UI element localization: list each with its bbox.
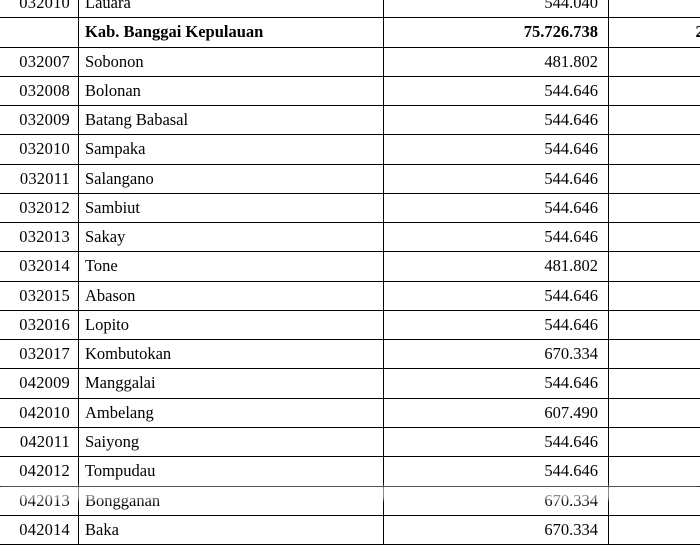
cell-value: 544.646: [384, 76, 609, 105]
table-body: 032010 Lauara 544.040 Kab. Banggai Kepul…: [0, 0, 700, 545]
header-tail: 26: [609, 18, 700, 47]
cell-name: Bolonan: [79, 76, 384, 105]
cell-name: Tompudau: [79, 457, 384, 486]
cell-name: Sobonon: [79, 47, 384, 76]
cell-name: Sakay: [79, 223, 384, 252]
cell-name: Batang Babasal: [79, 106, 384, 135]
cell-tail: [609, 223, 700, 252]
table-row: 032014Tone481.802: [0, 252, 700, 281]
cell-value: 544.646: [384, 310, 609, 339]
cell-name: Kombutokan: [79, 340, 384, 369]
cell-name: Sambiut: [79, 193, 384, 222]
table-row-partial-top: 032010 Lauara 544.040: [0, 0, 700, 18]
cell-code: 032015: [0, 281, 79, 310]
cell-code: 032011: [0, 164, 79, 193]
table-row: 032015Abason544.646: [0, 281, 700, 310]
cell-tail: [609, 76, 700, 105]
cell-name: Salangano: [79, 164, 384, 193]
allocation-table: 032010 Lauara 544.040 Kab. Banggai Kepul…: [0, 0, 700, 545]
cell-code: 032017: [0, 340, 79, 369]
table-row: 032013Sakay544.646: [0, 223, 700, 252]
header-name: Kab. Banggai Kepulauan: [79, 18, 384, 47]
cell-code: 042011: [0, 427, 79, 456]
cell-code: 042014: [0, 515, 79, 544]
cell-tail: [609, 310, 700, 339]
table-row: 032009Batang Babasal544.646: [0, 106, 700, 135]
cell-value: 544.040: [384, 0, 609, 18]
cell-tail: [609, 457, 700, 486]
table-row: 032011Salangano544.646: [0, 164, 700, 193]
cell-code: 032013: [0, 223, 79, 252]
cell-value: 670.334: [384, 340, 609, 369]
cell-code: 032012: [0, 193, 79, 222]
table-row: 042011Saiyong544.646: [0, 427, 700, 456]
cell-name: Manggalai: [79, 369, 384, 398]
cell-value: 544.646: [384, 369, 609, 398]
table-row: 042009Manggalai544.646: [0, 369, 700, 398]
table-row: 032016Lopito544.646: [0, 310, 700, 339]
cell-value: 670.334: [384, 515, 609, 544]
header-code: [0, 18, 79, 47]
cell-tail: [609, 252, 700, 281]
header-value: 75.726.738: [384, 18, 609, 47]
cell-code: 042010: [0, 398, 79, 427]
cell-name: Lopito: [79, 310, 384, 339]
cell-tail: [609, 106, 700, 135]
cell-value: 544.646: [384, 106, 609, 135]
cell-value: 607.490: [384, 398, 609, 427]
cell-code: 032009: [0, 106, 79, 135]
cell-code: 042012: [0, 457, 79, 486]
cell-code: 032007: [0, 47, 79, 76]
cell-name: Lauara: [79, 0, 384, 18]
cell-tail: [609, 0, 700, 18]
cell-value: 544.646: [384, 427, 609, 456]
cell-code: 032014: [0, 252, 79, 281]
cell-tail: [609, 515, 700, 544]
cell-tail: [609, 47, 700, 76]
bottom-crop-fade: [0, 486, 700, 500]
cell-tail: [609, 369, 700, 398]
cell-name: Tone: [79, 252, 384, 281]
cell-value: 544.646: [384, 193, 609, 222]
cell-value: 544.646: [384, 457, 609, 486]
cell-code: 042009: [0, 369, 79, 398]
table-row: 032012Sambiut544.646: [0, 193, 700, 222]
cell-value: 481.802: [384, 252, 609, 281]
cell-value: 544.646: [384, 164, 609, 193]
cell-tail: [609, 281, 700, 310]
table-row: 042012Tompudau544.646: [0, 457, 700, 486]
cell-name: Ambelang: [79, 398, 384, 427]
cell-tail: [609, 398, 700, 427]
cell-value: 544.646: [384, 281, 609, 310]
table-row: 032007Sobonon481.802: [0, 47, 700, 76]
cell-name: Saiyong: [79, 427, 384, 456]
table-row: 032008Bolonan544.646: [0, 76, 700, 105]
cell-tail: [609, 135, 700, 164]
cell-tail: [609, 340, 700, 369]
cell-value: 544.646: [384, 223, 609, 252]
table-header-row: Kab. Banggai Kepulauan 75.726.738 26: [0, 18, 700, 47]
cell-code: 032016: [0, 310, 79, 339]
data-table-wrap: 032010 Lauara 544.040 Kab. Banggai Kepul…: [0, 0, 700, 545]
cell-tail: [609, 193, 700, 222]
cell-name: Sampaka: [79, 135, 384, 164]
cell-code: 032008: [0, 76, 79, 105]
table-row: 042010Ambelang607.490: [0, 398, 700, 427]
cell-name: Abason: [79, 281, 384, 310]
table-row: 032017Kombutokan670.334: [0, 340, 700, 369]
cell-value: 481.802: [384, 47, 609, 76]
cell-value: 544.646: [384, 135, 609, 164]
table-row: 032010Sampaka544.646: [0, 135, 700, 164]
table-row: 042014Baka670.334: [0, 515, 700, 544]
cell-code: 032010: [0, 0, 79, 18]
cell-tail: [609, 427, 700, 456]
cell-name: Baka: [79, 515, 384, 544]
cell-tail: [609, 164, 700, 193]
cell-code: 032010: [0, 135, 79, 164]
